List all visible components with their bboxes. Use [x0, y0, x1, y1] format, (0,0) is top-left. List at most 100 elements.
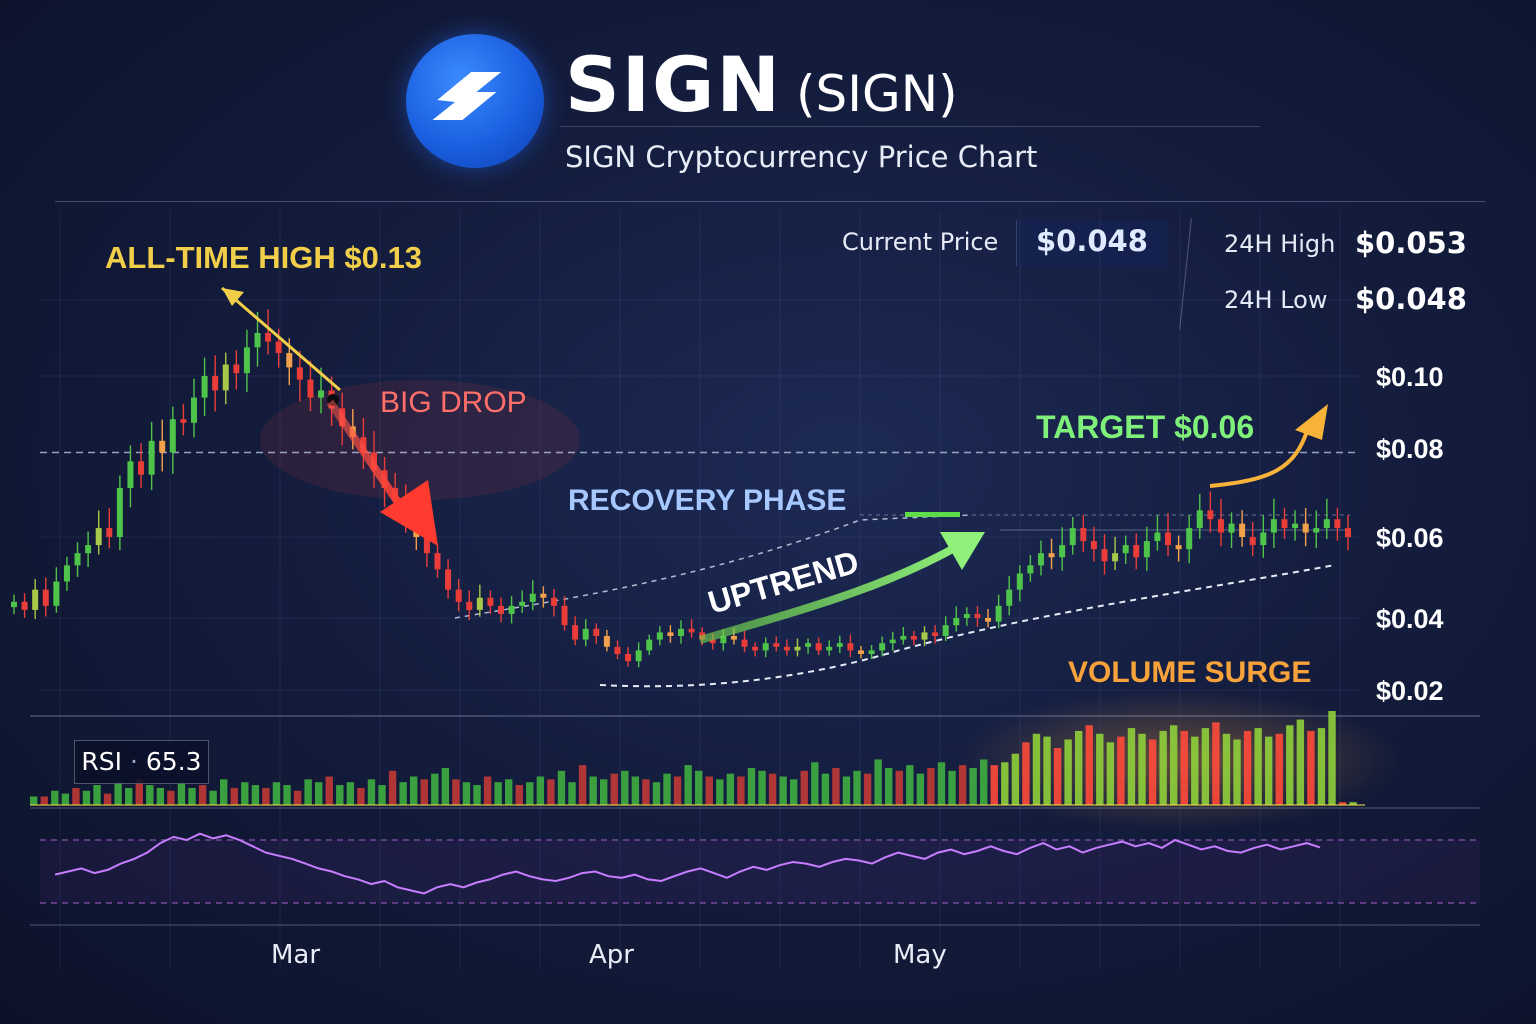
sign-logo-icon [406, 34, 544, 168]
candle-body [540, 593, 547, 598]
volume-bar [462, 782, 471, 805]
volume-bar [93, 785, 101, 805]
candle-body [582, 628, 589, 640]
sign-s-glyph-icon [432, 72, 502, 120]
y-tick-label: $0.10 [1376, 362, 1444, 392]
candle-body [603, 636, 610, 647]
volume-bar [325, 776, 333, 805]
volume-bar [378, 785, 386, 805]
candle-body [953, 618, 960, 626]
current-price-box [1016, 220, 1167, 266]
volume-bar [431, 773, 439, 805]
candle-body [730, 636, 737, 640]
candle-body [900, 636, 907, 640]
candle-body [529, 593, 536, 602]
volume-bar [1043, 736, 1051, 805]
candle-body [106, 528, 113, 537]
candle-body [1006, 589, 1013, 606]
volume-bar [726, 773, 735, 805]
volume-bar [357, 787, 365, 805]
candle-body [709, 639, 716, 644]
volume-bar [758, 770, 766, 805]
candle-body [1112, 553, 1119, 562]
volume-bar [1338, 802, 1347, 805]
target-annotation: TARGET $0.06 [1036, 409, 1254, 445]
volume-bar [811, 762, 819, 805]
candle-body [11, 601, 17, 608]
volume-bar [209, 790, 217, 805]
volume-bar [146, 785, 154, 805]
volume-bar [621, 770, 629, 805]
volume-bar [51, 790, 59, 805]
candle-body [985, 618, 992, 622]
volume-bar [800, 770, 808, 805]
candle-body [974, 613, 981, 618]
candle-body [1313, 528, 1320, 533]
candle-body [1059, 545, 1066, 558]
candle-body [1122, 545, 1129, 554]
volume-bar [589, 776, 597, 805]
volume-bar [536, 776, 545, 805]
volume-bar [568, 782, 576, 805]
volume-bar [663, 773, 671, 805]
volume-bar [61, 793, 70, 805]
candle-body [635, 650, 642, 662]
volume-bar [103, 793, 112, 805]
candle-body [95, 528, 102, 546]
candle-body [836, 643, 843, 647]
big-drop-annotation: BIG DROP [380, 386, 527, 419]
volume-bar [853, 770, 861, 805]
volume-bar [1032, 733, 1041, 805]
volume-bar [1170, 725, 1178, 805]
candle-body [1165, 532, 1172, 546]
uptrend-arrow [698, 541, 962, 644]
volume-bar [1159, 730, 1167, 805]
candle-body [1323, 519, 1330, 529]
candle-body [508, 605, 515, 614]
volume-bar [1117, 736, 1125, 805]
volume-bar [293, 790, 302, 805]
low-24h-label: 24H Low [1224, 286, 1328, 314]
volume-bar [1148, 739, 1157, 805]
candle-body [1069, 528, 1076, 546]
candle-body [1133, 545, 1140, 558]
big-drop-arrow [326, 399, 414, 523]
volume-bar [547, 779, 555, 805]
candle-body [1249, 537, 1256, 546]
volume-bar [927, 767, 935, 805]
candle-body [656, 632, 663, 640]
volume-bar [1106, 742, 1115, 805]
volume-bar [1317, 728, 1326, 805]
candle-body [572, 625, 579, 640]
rsi-value: 65.3 [145, 747, 202, 776]
volume-bar [441, 767, 450, 805]
y-tick-label: $0.04 [1376, 604, 1444, 634]
volume-bar [1064, 739, 1072, 805]
volume-bar [1075, 730, 1083, 805]
candle-body [286, 353, 293, 368]
volume-bar [283, 785, 291, 805]
volume-bar [737, 776, 745, 805]
volume-bar [747, 767, 756, 805]
candle-body [466, 601, 473, 610]
volume-bar [642, 779, 650, 805]
candle-body [498, 605, 505, 614]
candle-body [233, 364, 240, 374]
candle-body [857, 650, 864, 654]
candle-body [826, 646, 833, 651]
volume-bar [916, 773, 925, 805]
rsi-line [54, 832, 1321, 895]
volume-bar [768, 773, 777, 805]
candle-body [127, 461, 134, 489]
volume-bar [1265, 736, 1273, 805]
volume-bar [251, 785, 260, 805]
volume-bar [684, 765, 692, 805]
volume-bar [198, 785, 207, 805]
volume-bar [980, 759, 988, 805]
ath-annotation: ALL-TIME HIGH $0.13 [105, 240, 422, 275]
volume-bar [885, 767, 893, 805]
candle-body [932, 632, 939, 636]
candle-body [1186, 528, 1193, 550]
volume-bar [1001, 762, 1009, 805]
candle-body [116, 488, 123, 537]
